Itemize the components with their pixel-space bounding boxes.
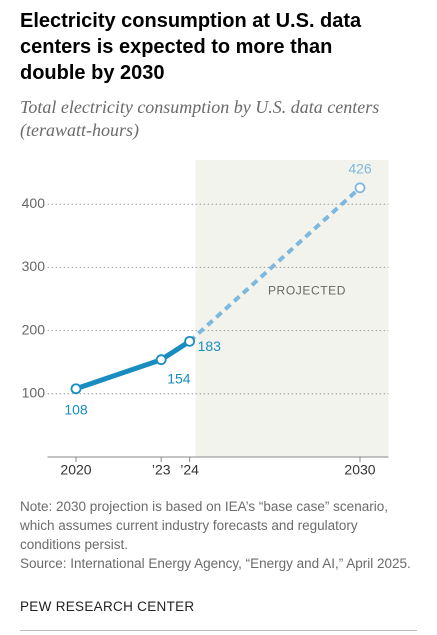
marker (354, 182, 366, 194)
data-label: 108 (64, 401, 88, 417)
source: Source: International Energy Agency, “En… (20, 556, 411, 571)
y-tick-label: 100 (22, 385, 46, 401)
marker (155, 354, 167, 366)
y-tick-label: 200 (22, 321, 46, 337)
x-tick-label: ’23 (152, 462, 171, 478)
x-tick-label: 2030 (344, 462, 375, 478)
y-tick-label: 300 (22, 258, 46, 274)
x-tick-label: 2020 (60, 462, 91, 478)
x-tick-label: ’24 (180, 462, 199, 478)
marker (184, 335, 196, 347)
region-label: PROJECTED (268, 284, 346, 298)
data-label: 183 (198, 338, 222, 354)
marker (70, 383, 82, 395)
footer: PEW RESEARCH CENTER (20, 599, 195, 614)
chart-subtitle: Total electricity consumption by U.S. da… (20, 97, 380, 140)
chart-title: Electricity consumption at U.S. data cen… (20, 10, 362, 84)
y-tick-label: 400 (22, 195, 46, 211)
data-label: 154 (167, 370, 191, 386)
divider (20, 630, 417, 631)
projected-line (188, 186, 362, 343)
note: Note: 2030 projection is based on IEA’s … (20, 499, 388, 552)
data-label: 426 (348, 161, 372, 177)
